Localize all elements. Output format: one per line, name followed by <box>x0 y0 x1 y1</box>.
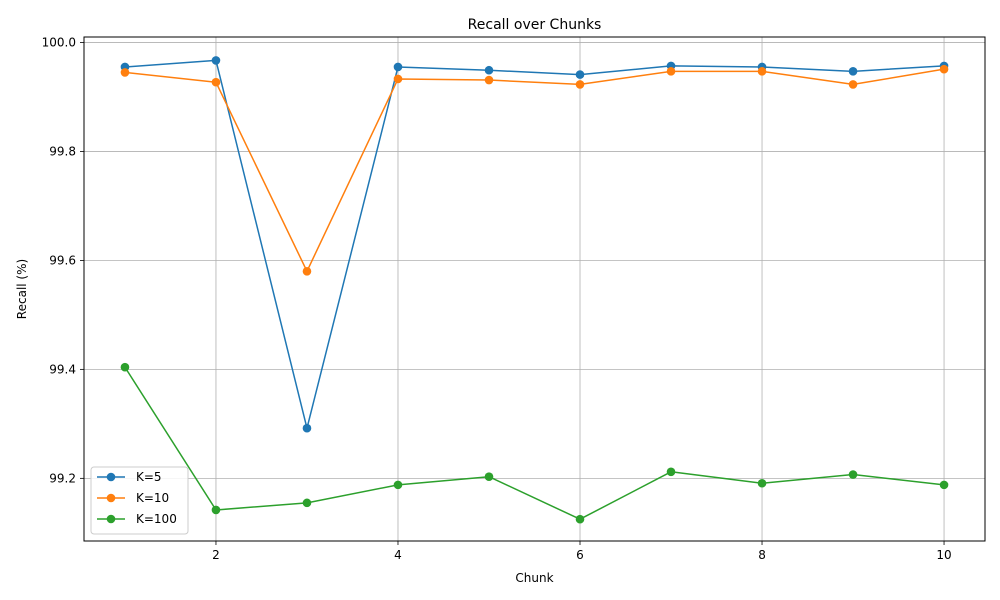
data-point <box>302 266 312 276</box>
data-point <box>848 67 858 76</box>
chart-title: Recall over Chunks <box>468 17 602 33</box>
x-tick-label: 10 <box>936 548 951 562</box>
data-point <box>939 64 949 74</box>
data-point <box>302 498 312 508</box>
y-axis-label: Recall (%) <box>15 259 29 319</box>
y-axis: 99.2 99.4 99.6 99.8 100.0 <box>42 35 84 485</box>
data-point <box>393 480 403 490</box>
legend-item: K=10 <box>97 491 169 505</box>
legend-label: K=10 <box>136 491 169 505</box>
legend-marker <box>106 514 116 524</box>
data-point <box>848 80 858 89</box>
x-tick-label: 4 <box>394 548 402 562</box>
data-point <box>120 68 130 77</box>
data-point <box>393 74 403 84</box>
y-tick-label: 99.2 <box>49 471 76 485</box>
legend-item: K=5 <box>97 470 162 484</box>
x-axis-label: Chunk <box>515 571 553 585</box>
data-point <box>484 472 494 482</box>
data-point <box>211 56 221 65</box>
y-tick-label: 100.0 <box>42 35 76 49</box>
series-k-10 <box>120 64 949 276</box>
legend-marker <box>106 472 116 482</box>
data-point <box>666 467 676 477</box>
x-tick-label: 8 <box>758 548 766 562</box>
data-point <box>575 80 585 89</box>
series-line <box>124 366 945 520</box>
legend: K=5 K=10 K=100 <box>90 466 189 535</box>
data-point <box>120 362 130 372</box>
legend-label: K=100 <box>136 512 177 526</box>
data-point <box>939 480 949 490</box>
data-point <box>757 67 767 76</box>
y-tick-label: 99.8 <box>49 144 76 158</box>
x-axis: 2 4 6 8 10 <box>212 541 952 562</box>
x-tick-label: 2 <box>212 548 220 562</box>
data-point <box>393 62 403 72</box>
x-tick-label: 6 <box>576 548 584 562</box>
data-point <box>575 514 585 524</box>
legend-item: K=100 <box>97 512 177 526</box>
legend-marker <box>106 493 116 503</box>
data-point <box>575 70 585 79</box>
grid <box>84 37 985 541</box>
legend-label: K=5 <box>136 470 162 484</box>
series-layer <box>120 56 949 524</box>
data-point <box>211 505 221 515</box>
plot-frame <box>83 36 986 542</box>
data-point <box>211 77 221 87</box>
series-k-100 <box>120 362 949 524</box>
series-line <box>124 68 945 273</box>
y-tick-label: 99.6 <box>49 253 76 267</box>
series-line <box>124 59 945 429</box>
y-tick-label: 99.4 <box>49 362 76 376</box>
data-point <box>666 67 676 76</box>
data-point <box>302 423 312 433</box>
data-point <box>848 470 858 479</box>
data-point <box>484 65 494 75</box>
data-point <box>484 75 494 85</box>
data-point <box>757 478 767 488</box>
legend-box <box>90 466 189 535</box>
series-k-5 <box>120 56 949 433</box>
